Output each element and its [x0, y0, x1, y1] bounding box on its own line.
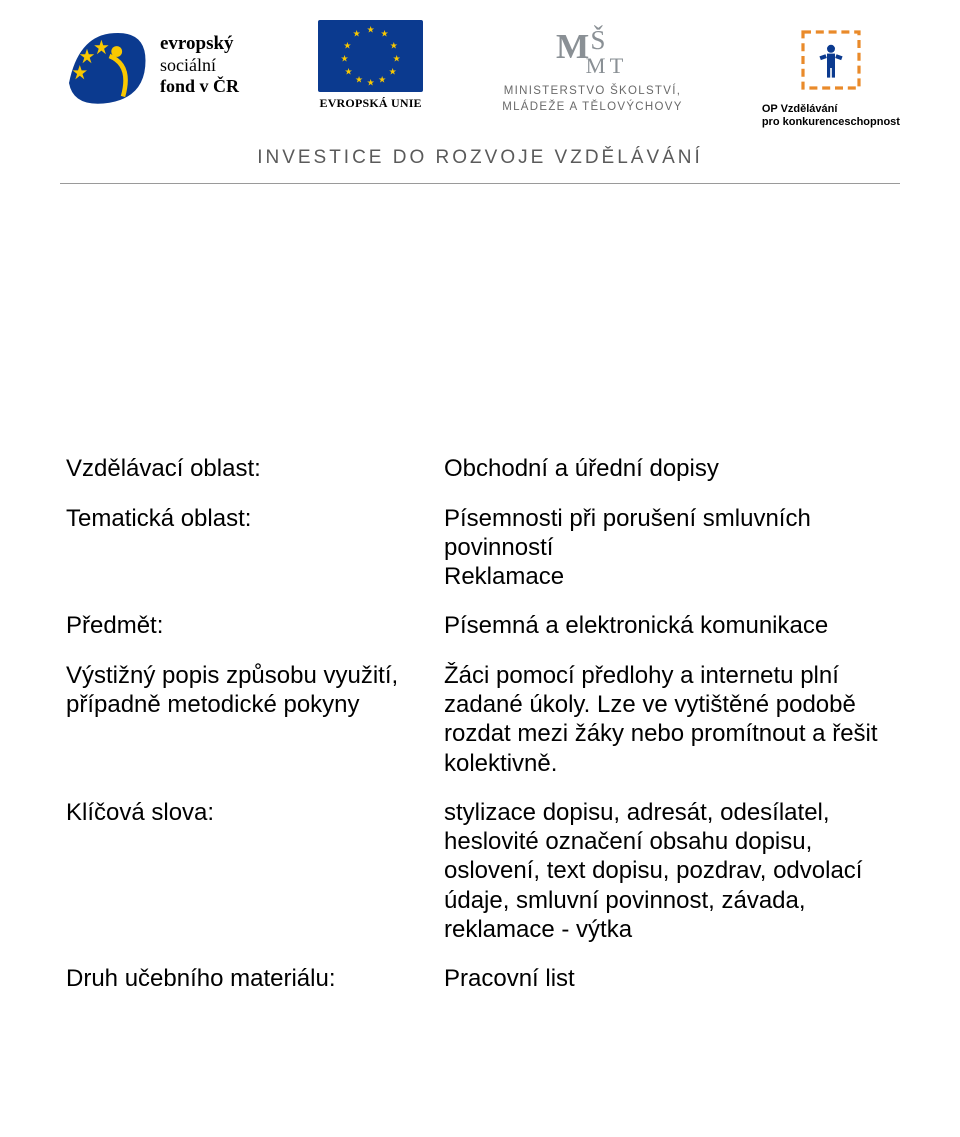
table-row: Výstižný popis způsobu využití, případně…: [60, 651, 900, 788]
svg-text:M: M: [556, 27, 589, 66]
msmt-icon: M Š M T: [552, 20, 632, 80]
svg-text:M: M: [586, 53, 606, 78]
row-label: Druh učebního materiálu:: [60, 954, 438, 1003]
esf-logo-block: evropský sociální fond v ČR: [60, 20, 239, 110]
table-row: Druh učebního materiálu: Pracovní list: [60, 954, 900, 1003]
esf-line2: sociální: [160, 55, 239, 76]
row-label: Vzdělávací oblast:: [60, 444, 438, 493]
row-label: Klíčová slova:: [60, 788, 438, 954]
msmt-logo-block: M Š M T MINISTERSTVO ŠKOLSTVÍ, MLÁDEŽE A…: [502, 20, 682, 115]
row-value: Písemnosti při porušení smluvních povinn…: [438, 494, 900, 602]
table-row: Tematická oblast: Písemnosti při porušen…: [60, 494, 900, 602]
msmt-line1: MINISTERSTVO ŠKOLSTVÍ,: [502, 84, 682, 100]
svg-text:Š: Š: [591, 25, 606, 55]
row-label: Výstižný popis způsobu využití, případně…: [60, 651, 438, 788]
esf-text: evropský sociální fond v ČR: [160, 33, 239, 96]
eu-label: EVROPSKÁ UNIE: [319, 96, 421, 111]
esf-icon: [60, 20, 150, 110]
header-divider: [60, 183, 900, 184]
tagline: INVESTICE DO ROZVOJE VZDĚLÁVÁNÍ: [60, 147, 900, 169]
table-row: Předmět: Písemná a elektronická komunika…: [60, 601, 900, 650]
opvk-line2: pro konkurenceschopnost: [762, 116, 900, 129]
table-row: Vzdělávací oblast: Obchodní a úřední dop…: [60, 444, 900, 493]
row-label: Předmět:: [60, 601, 438, 650]
msmt-text: MINISTERSTVO ŠKOLSTVÍ, MLÁDEŽE A TĚLOVÝC…: [502, 84, 682, 115]
opvk-text: OP Vzdělávání pro konkurenceschopnost: [762, 103, 900, 129]
row-value: Žáci pomocí předlohy a internetu plní za…: [438, 651, 900, 788]
eu-logo-block: ★ ★ ★ ★ ★ ★ ★ ★ ★ ★ ★ ★ EVROPSKÁ UNIE: [318, 20, 423, 111]
row-value: stylizace dopisu, adresát, odesílatel, h…: [438, 788, 900, 954]
row-value: Pracovní list: [438, 954, 900, 1003]
row-value: Písemná a elektronická komunikace: [438, 601, 900, 650]
esf-line1: evropský: [160, 33, 239, 55]
row-label: Tematická oblast:: [60, 494, 438, 602]
opvk-line1: OP Vzdělávání: [762, 103, 900, 116]
svg-text:T: T: [610, 53, 624, 78]
row-value: Obchodní a úřední dopisy: [438, 444, 900, 493]
esf-line3: fond v ČR: [160, 76, 239, 97]
content-tbody: Vzdělávací oblast: Obchodní a úřední dop…: [60, 444, 900, 1003]
table-row: Klíčová slova: stylizace dopisu, adresát…: [60, 788, 900, 954]
content-table: Vzdělávací oblast: Obchodní a úřední dop…: [60, 444, 900, 1003]
logo-banner: evropský sociální fond v ČR ★ ★ ★ ★ ★ ★ …: [60, 20, 900, 129]
opvk-logo-block: OP Vzdělávání pro konkurenceschopnost: [762, 20, 900, 129]
eu-flag-icon: ★ ★ ★ ★ ★ ★ ★ ★ ★ ★ ★ ★: [318, 20, 423, 92]
msmt-line2: MLÁDEŽE A TĚLOVÝCHOVY: [502, 100, 682, 116]
opvk-icon: [791, 20, 871, 100]
